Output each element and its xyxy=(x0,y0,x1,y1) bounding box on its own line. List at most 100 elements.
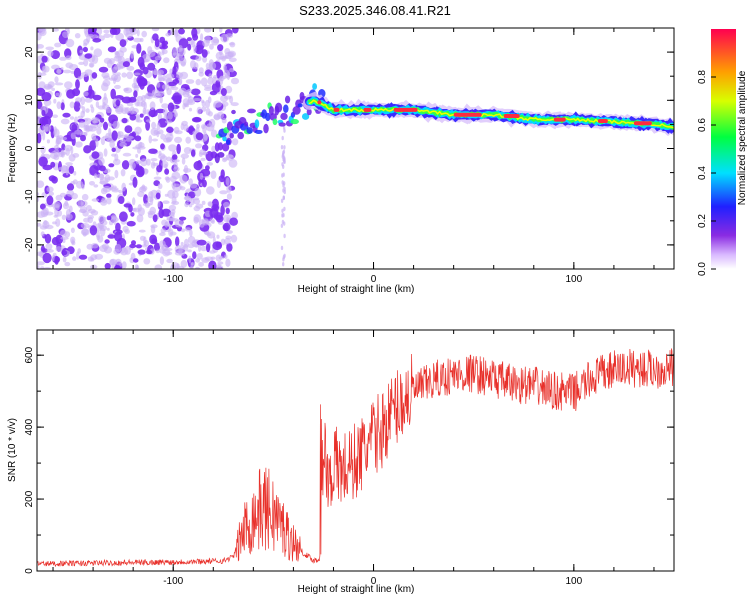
noise-blob xyxy=(160,228,166,234)
noise-blob xyxy=(159,256,164,265)
noise-blob xyxy=(46,186,54,193)
noise-blob xyxy=(281,213,284,218)
noise-blob xyxy=(202,179,207,188)
noise-blob xyxy=(280,198,284,203)
noise-blob xyxy=(210,170,217,179)
noise-blob xyxy=(228,57,237,63)
noise-blob xyxy=(74,33,81,39)
noise-blob xyxy=(37,180,45,188)
noise-blob xyxy=(41,92,52,102)
colorbar-label: Normalized spectral amplitude xyxy=(737,70,748,205)
noise-blob xyxy=(131,108,139,114)
x-tick-label: 100 xyxy=(565,274,582,285)
noise-blob xyxy=(154,38,160,48)
noise-blob xyxy=(103,33,111,38)
noise-blob xyxy=(97,105,106,110)
noise-blob xyxy=(280,145,284,150)
noise-blob xyxy=(175,57,181,61)
noise-blob xyxy=(283,221,286,226)
noise-blob xyxy=(198,67,204,74)
noise-blob xyxy=(93,184,99,188)
noise-blob xyxy=(282,257,285,262)
noise-blob xyxy=(134,135,142,142)
noise-blob xyxy=(132,208,137,212)
noise-blob xyxy=(200,77,208,87)
noise-blob xyxy=(219,75,225,82)
noise-blob xyxy=(135,244,143,249)
noise-blob xyxy=(63,69,72,74)
noise-blob xyxy=(156,131,160,138)
noise-blob xyxy=(201,106,207,112)
noise-blob xyxy=(37,196,40,203)
noise-blob xyxy=(65,213,73,221)
noise-blob xyxy=(61,214,67,220)
noise-blob xyxy=(173,159,180,163)
noise-blob xyxy=(160,133,166,140)
noise-blob xyxy=(224,254,228,259)
noise-blob xyxy=(209,43,214,50)
noise-blob xyxy=(173,126,180,134)
noise-blob xyxy=(151,28,160,32)
noise-blob xyxy=(111,215,118,220)
noise-blob xyxy=(51,64,60,70)
noise-blob xyxy=(136,114,141,123)
noise-blob xyxy=(172,66,177,75)
noise-blob xyxy=(73,171,77,176)
noise-blob xyxy=(195,132,204,141)
noise-blob xyxy=(56,68,62,74)
noise-blob xyxy=(162,200,170,204)
noise-blob xyxy=(145,92,154,100)
noise-blob xyxy=(220,204,225,216)
noise-blob xyxy=(187,88,193,93)
noise-blob xyxy=(138,229,146,233)
noise-blob xyxy=(42,252,52,264)
noise-blob xyxy=(282,183,285,188)
noise-blob xyxy=(50,161,56,168)
y-tick-label: 20 xyxy=(24,46,35,58)
noise-blob xyxy=(78,209,87,213)
noise-blob xyxy=(50,151,58,160)
noise-blob xyxy=(78,61,85,65)
noise-blob xyxy=(167,189,176,199)
noise-blob xyxy=(158,129,164,135)
noise-blob xyxy=(74,129,83,135)
noise-blob xyxy=(137,56,145,68)
noise-blob xyxy=(180,61,186,67)
noise-blob xyxy=(121,182,126,192)
noise-blob xyxy=(221,117,227,124)
noise-blob xyxy=(230,102,239,107)
noise-blob xyxy=(124,107,131,114)
noise-blob xyxy=(213,75,218,79)
noise-blob xyxy=(65,162,73,166)
noise-blob xyxy=(143,258,151,265)
noise-blob xyxy=(47,81,55,88)
colorbar-tick-label: 0.0 xyxy=(697,262,708,276)
colorbar: 0.0 0.2 0.4 0.6 0.8 Normalized spectral ampl… xyxy=(697,29,748,276)
noise-blob xyxy=(177,76,183,86)
noise-blob xyxy=(195,143,203,149)
signal-blob xyxy=(263,123,269,134)
signal-peak xyxy=(553,117,566,122)
noise-blob xyxy=(107,46,117,53)
noise-blob xyxy=(163,57,170,64)
noise-blob xyxy=(39,28,47,32)
noise-blob xyxy=(65,168,69,176)
signal-blob xyxy=(254,129,263,134)
noise-blob xyxy=(109,258,118,266)
noise-blob xyxy=(133,37,142,43)
noise-blob xyxy=(45,243,53,251)
noise-blob xyxy=(89,181,95,186)
noise-blob xyxy=(166,258,173,264)
noise-blob xyxy=(55,234,64,244)
noise-blob xyxy=(130,50,135,59)
noise-blob xyxy=(225,177,230,186)
noise-blob xyxy=(119,211,128,222)
noise-blob xyxy=(174,72,184,78)
noise-blob xyxy=(184,202,189,208)
noise-blob xyxy=(66,183,75,191)
noise-blob xyxy=(64,231,71,238)
noise-blob xyxy=(134,126,142,135)
noise-blob xyxy=(51,203,60,208)
colorbar-tick-label: 0.8 xyxy=(697,70,708,84)
noise-blob xyxy=(61,250,68,256)
